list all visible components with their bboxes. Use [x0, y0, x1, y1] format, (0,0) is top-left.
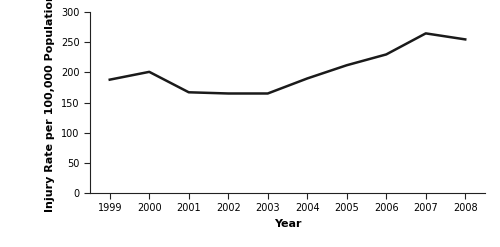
X-axis label: Year: Year	[274, 219, 301, 229]
Y-axis label: Injury Rate per 100,000 Population: Injury Rate per 100,000 Population	[46, 0, 56, 212]
